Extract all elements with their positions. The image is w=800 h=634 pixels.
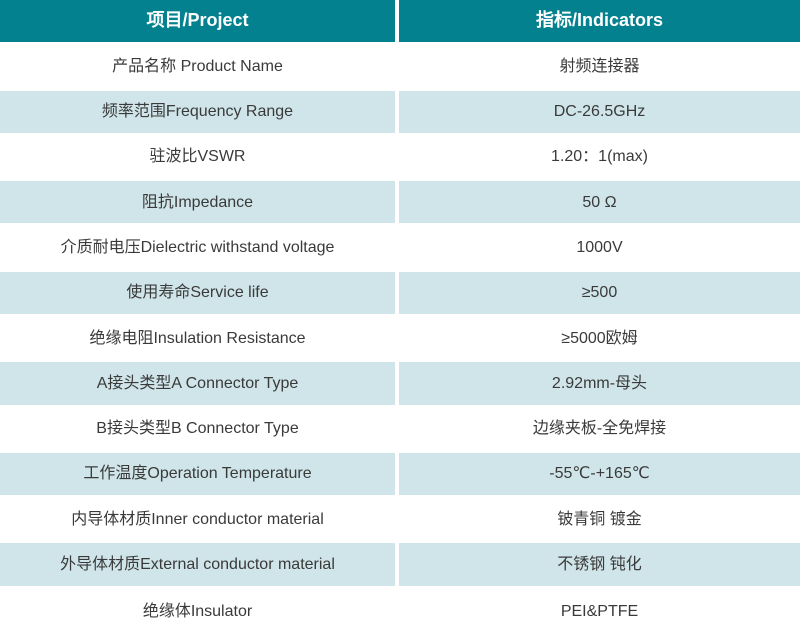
table-row: 使用寿命Service life ≥500: [0, 271, 800, 317]
table-row: 阻抗Impedance 50 Ω: [0, 181, 800, 227]
indicator-cell: ≥5000欧姆: [399, 316, 800, 363]
indicator-cell: 1.20：1(max): [399, 135, 800, 182]
project-cell: 阻抗Impedance: [0, 181, 399, 227]
project-cell: 外导体材质External conductor material: [0, 543, 399, 589]
project-cell: 介质耐电压Dielectric withstand voltage: [0, 226, 399, 272]
table-row: 驻波比VSWR 1.20：1(max): [0, 135, 800, 182]
table-row: 外导体材质External conductor material 不锈钢 钝化: [0, 543, 800, 589]
indicator-cell: 射频连接器: [399, 45, 800, 91]
table-row: B接头类型B Connector Type 边缘夹板-全免焊接: [0, 407, 800, 453]
table-row: 工作温度Operation Temperature -55℃-+165℃: [0, 452, 800, 499]
indicator-cell: 不锈钢 钝化: [399, 543, 800, 589]
table-row: 介质耐电压Dielectric withstand voltage 1000V: [0, 226, 800, 272]
indicator-cell: PEI&PTFE: [399, 588, 800, 634]
table-row: 绝缘体Insulator PEI&PTFE: [0, 588, 800, 634]
table-row: 频率范围Frequency Range DC-26.5GHz: [0, 90, 800, 136]
indicator-cell: 2.92mm-母头: [399, 362, 800, 408]
indicator-cell: 50 Ω: [399, 181, 800, 227]
project-cell: 内导体材质Inner conductor material: [0, 498, 399, 544]
table-row: 绝缘电阻Insulation Resistance ≥5000欧姆: [0, 316, 800, 363]
project-cell: 绝缘电阻Insulation Resistance: [0, 316, 399, 363]
table-header-row: 项目/Project 指标/Indicators: [0, 0, 800, 46]
table-row: A接头类型A Connector Type 2.92mm-母头: [0, 362, 800, 408]
indicator-cell: ≥500: [399, 271, 800, 317]
project-cell: 驻波比VSWR: [0, 135, 399, 182]
indicator-cell: 铍青铜 镀金: [399, 498, 800, 544]
indicator-cell: -55℃-+165℃: [399, 452, 800, 499]
project-cell: 工作温度Operation Temperature: [0, 452, 399, 499]
table-row: 产品名称 Product Name 射频连接器: [0, 45, 800, 91]
project-cell: 绝缘体Insulator: [0, 588, 399, 634]
indicator-cell: 边缘夹板-全免焊接: [399, 407, 800, 453]
project-cell: 频率范围Frequency Range: [0, 90, 399, 136]
header-indicators: 指标/Indicators: [399, 0, 800, 46]
project-cell: A接头类型A Connector Type: [0, 362, 399, 408]
project-cell: 产品名称 Product Name: [0, 45, 399, 91]
project-cell: 使用寿命Service life: [0, 271, 399, 317]
indicator-cell: 1000V: [399, 226, 800, 272]
indicator-cell: DC-26.5GHz: [399, 90, 800, 136]
header-project: 项目/Project: [0, 0, 399, 46]
project-cell: B接头类型B Connector Type: [0, 407, 399, 453]
table-row: 内导体材质Inner conductor material 铍青铜 镀金: [0, 498, 800, 544]
